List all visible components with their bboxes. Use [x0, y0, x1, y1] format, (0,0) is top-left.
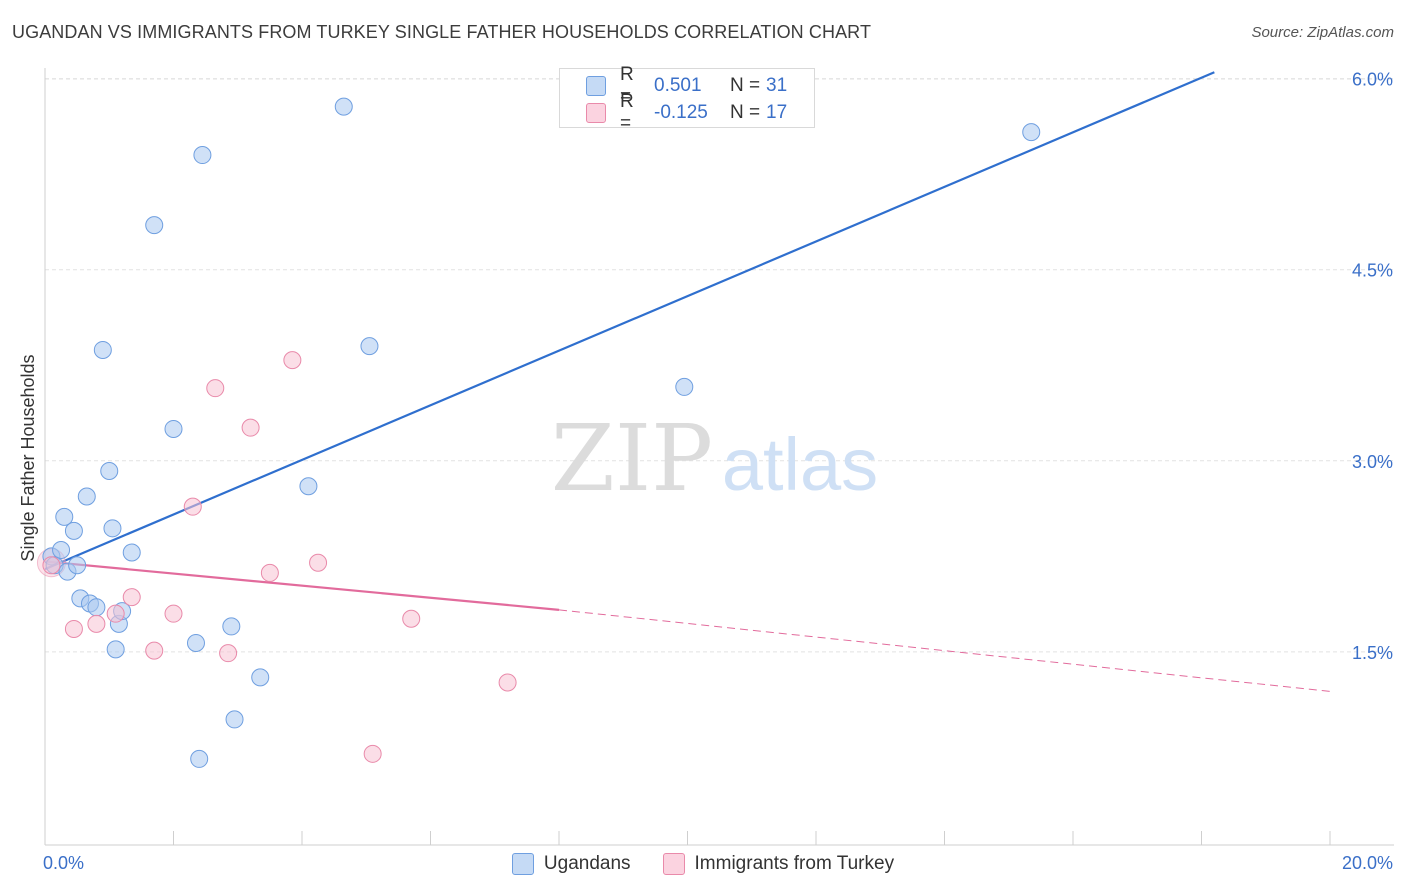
trendlines — [44, 71, 1331, 692]
legend-r-label: R = — [620, 91, 634, 134]
watermark-zip: ZIP — [551, 405, 713, 512]
x-tick-label: 0.0% — [43, 853, 84, 873]
source-label: Source: ZipAtlas.com — [1251, 24, 1394, 41]
point-ugandans — [299, 477, 318, 496]
point-turkey — [183, 497, 202, 516]
point-turkey — [283, 351, 302, 370]
legend-n-value: 17 — [766, 102, 788, 123]
point-ugandans — [334, 97, 353, 116]
point-ugandans — [122, 543, 141, 562]
point-ugandans — [87, 598, 106, 617]
point-turkey — [241, 418, 260, 437]
point-ugandans — [68, 556, 87, 575]
legend-swatch-ugandans — [511, 853, 534, 875]
point-ugandans — [100, 461, 119, 480]
point-ugandans — [52, 540, 71, 559]
legend-r-label: R = — [620, 64, 634, 107]
legend-label-ugandans: Ugandans — [543, 853, 631, 874]
point-ugandans — [675, 377, 694, 396]
correlation-legend: R = 0.501 N = 31 R = -0.125 N = 17 — [559, 64, 815, 134]
point-ugandans — [193, 146, 212, 165]
tick-labels: 1.5% 3.0% 4.5% 6.0% 0.0% 20.0% — [43, 70, 1393, 873]
point-turkey — [309, 553, 328, 572]
data-points — [36, 97, 1041, 768]
point-turkey — [64, 619, 83, 638]
point-turkey — [145, 641, 164, 660]
point-turkey — [498, 673, 517, 692]
legend-n-label: N = — [730, 102, 761, 123]
legend-r-value: 0.501 — [654, 75, 702, 96]
legend-row-ugandans: R = 0.501 N = 31 — [586, 64, 788, 107]
y-tick-label: 1.5% — [1352, 643, 1393, 663]
point-turkey — [122, 588, 141, 607]
legend-r-value: -0.125 — [654, 102, 708, 123]
point-ugandans — [103, 519, 122, 538]
axes — [44, 68, 1394, 846]
point-turkey — [106, 604, 125, 623]
point-ugandans — [55, 507, 74, 526]
legend-label-turkey: Immigrants from Turkey — [694, 853, 895, 874]
legend-swatch-turkey — [586, 103, 606, 123]
point-ugandans — [106, 640, 125, 659]
point-ugandans — [190, 749, 209, 768]
point-turkey — [219, 644, 238, 663]
point-ugandans — [77, 487, 96, 506]
legend-swatch-turkey — [662, 853, 685, 875]
point-turkey — [87, 614, 106, 633]
point-turkey — [363, 744, 382, 763]
legend-item-ugandans: Ugandans — [511, 853, 631, 875]
point-turkey — [42, 556, 61, 575]
legend-row-turkey: R = -0.125 N = 17 — [586, 91, 788, 134]
point-turkey — [402, 609, 421, 628]
point-ugandans — [251, 668, 270, 687]
watermark-atlas: atlas — [722, 423, 878, 506]
point-ugandans — [93, 340, 112, 359]
legend-item-turkey: Immigrants from Turkey — [662, 853, 895, 875]
legend-swatch-ugandans — [586, 76, 606, 96]
grid-lines — [45, 78, 1394, 653]
legend-n-label: N = — [730, 75, 761, 96]
y-tick-label: 6.0% — [1352, 70, 1393, 90]
point-ugandans — [222, 617, 241, 636]
point-ugandans — [164, 419, 183, 438]
point-ugandans — [145, 216, 164, 235]
point-ugandans — [225, 710, 244, 729]
y-tick-label: 3.0% — [1352, 452, 1393, 472]
series-legend: Ugandans Immigrants from Turkey — [0, 851, 1406, 877]
point-ugandans — [186, 633, 205, 652]
y-tick-label: 4.5% — [1352, 261, 1393, 281]
y-axis-label: Single Father Households — [18, 354, 38, 561]
trendline-turkey — [44, 560, 560, 611]
trendline-ugandans — [44, 71, 1215, 571]
point-ugandans — [64, 521, 83, 540]
x-tick-label: 20.0% — [1342, 853, 1393, 873]
point-ugandans — [1022, 123, 1041, 142]
point-turkey — [164, 604, 183, 623]
point-turkey — [206, 379, 225, 398]
point-turkey — [260, 563, 279, 582]
chart-title: UGANDAN VS IMMIGRANTS FROM TURKEY SINGLE… — [12, 22, 872, 42]
point-ugandans — [360, 337, 379, 356]
trendline-turkey-extension — [558, 609, 1331, 692]
legend-n-value: 31 — [766, 75, 788, 96]
